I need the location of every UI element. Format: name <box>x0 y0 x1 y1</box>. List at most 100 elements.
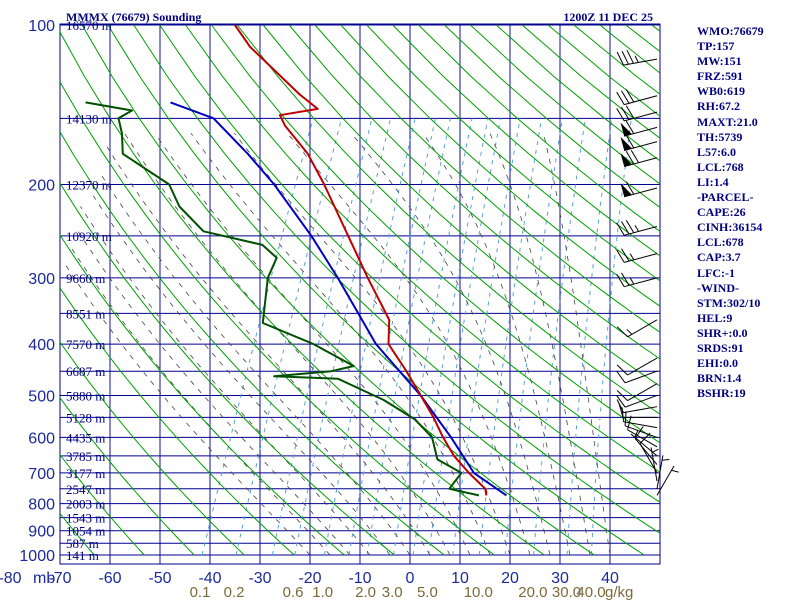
wind-barb-pennant <box>620 136 632 151</box>
pressure-ticks: 100 200 300 400 500 600 700 800 900 1000 <box>19 18 55 565</box>
dry-adiabat-line <box>392 24 660 257</box>
mixing-ratio-line <box>348 118 436 556</box>
wind-barb-flag <box>616 108 625 122</box>
dry-adiabat-line <box>573 24 660 95</box>
stat-item: BSHR:19 <box>697 386 746 401</box>
height-label: 1543 m <box>66 511 105 526</box>
wind-barb <box>616 370 658 384</box>
moist-adiabat-line <box>234 132 511 556</box>
stat-item: CINH:36154 <box>697 220 763 235</box>
wind-barb-flag <box>621 407 624 422</box>
wind-barb <box>616 219 658 236</box>
dry-adiabat-line <box>60 453 145 556</box>
wind-barb-pennant <box>620 122 632 137</box>
dry-adiabat-line <box>262 24 660 387</box>
pressure-tick-label: 800 <box>28 497 55 514</box>
moist-adiabat-line <box>124 132 451 556</box>
stat-item: SRDS:91 <box>697 340 744 355</box>
wind-barb <box>656 455 670 489</box>
wind-barb-staff <box>627 429 658 448</box>
stat-item: L57:6.0 <box>697 144 736 159</box>
moist-adiabat-line <box>489 133 591 556</box>
stat-item: CAP:3.7 <box>697 250 741 265</box>
temperature-ticks: mb -80 -70 -60 -50 -40 -30 -20 -10 0 10 20 30 40 <box>0 570 619 587</box>
wind-barb-staff <box>624 253 658 263</box>
wind-barb-flag <box>616 273 625 287</box>
stat-item: LCL:678 <box>697 235 744 250</box>
height-label: 3785 m <box>66 449 105 464</box>
dry-adiabat-lines <box>60 24 660 556</box>
wind-barb-flag <box>616 370 626 384</box>
stat-item: FRZ:591 <box>697 69 743 84</box>
wind-barb-half-flag <box>634 430 639 438</box>
wind-barb-flag <box>616 222 625 236</box>
sounding-profiles <box>85 24 507 497</box>
mixing-ratio-tick-label: 20.0 <box>518 584 547 600</box>
mixing-ratio-line <box>452 118 521 556</box>
wind-barb-flag <box>621 221 630 235</box>
wind-barb-flag <box>616 390 628 401</box>
height-label: 14130 m <box>66 111 112 126</box>
mixing-ratio-tick-label: 10.0 <box>464 584 493 600</box>
wind-barb <box>616 394 658 408</box>
wind-barb-staff <box>650 447 658 482</box>
mixing-ratio-tick-label: 0.1 <box>190 584 211 600</box>
wind-barb <box>620 135 658 151</box>
wind-barb-flag <box>621 272 630 286</box>
wind-barb-flag <box>616 91 625 105</box>
pressure-tick-label: 400 <box>28 337 55 354</box>
height-label: 6687 m <box>66 364 105 379</box>
temperature-tick-label: 30 <box>551 570 569 587</box>
stat-item: MAXT:21.0 <box>697 114 758 129</box>
chart-datetime: 1200Z 11 DEC 25 <box>563 10 653 24</box>
wind-barb-staff <box>624 226 658 236</box>
mixing-ratio-line <box>271 118 373 556</box>
wind-barb-flag <box>616 395 626 408</box>
dry-adiabat-line <box>60 512 95 556</box>
wind-barb <box>616 105 658 122</box>
pressure-tick-label: 700 <box>28 466 55 483</box>
wind-barb-staff <box>627 319 658 338</box>
pressure-tick-label: 1000 <box>19 548 55 565</box>
temperature-tick-label: 0 <box>406 570 415 587</box>
wind-barb-staff <box>624 95 658 106</box>
temperature-tick-label: 10 <box>451 570 469 587</box>
wind-barb-flag <box>639 432 651 444</box>
temperature-tick-label: -70 <box>48 570 71 587</box>
wind-barb <box>616 357 658 376</box>
mixing-ratio-line <box>428 118 502 556</box>
mixing-ratio-line <box>504 118 563 556</box>
wind-barb-flag <box>625 120 635 134</box>
height-label: 10920 m <box>66 229 112 244</box>
mixing-ratio-tick-label: 1.0 <box>312 584 333 600</box>
wind-barb-flag <box>621 90 630 104</box>
temperature-tick-label: -80 <box>0 570 22 587</box>
wind-barb-pennant <box>620 153 632 167</box>
pressure-tick-label: 100 <box>28 18 55 35</box>
wind-barb-flag <box>624 411 627 426</box>
mixing-ratio-tick-label: 5.0 <box>417 584 438 600</box>
wind-barb-staff <box>624 394 658 408</box>
dry-adiabat-line <box>288 24 660 360</box>
stat-item: -PARCEL- <box>697 190 754 205</box>
wind-barb-flag <box>630 149 640 163</box>
pressure-tick-label: 300 <box>28 271 55 288</box>
wind-barb-staff <box>624 277 658 288</box>
height-label: 16570 m <box>66 18 112 33</box>
mixing-ratio-line <box>590 118 632 556</box>
pressure-axis-label: mb <box>33 570 55 587</box>
height-label: 12370 m <box>66 178 112 193</box>
mixing-ratio-tick-label: 0.2 <box>224 584 245 600</box>
wind-barb-flag <box>625 105 635 119</box>
dry-adiabat-line <box>340 24 660 307</box>
dry-adiabat-line <box>60 31 545 556</box>
dry-adiabat-line <box>159 24 660 503</box>
temperature-tick-label: 40 <box>601 570 619 587</box>
pressure-tick-label: 200 <box>28 178 55 195</box>
height-label: 1054 m <box>66 524 105 539</box>
wind-barb-flag <box>616 249 625 263</box>
stat-item: LCL:768 <box>697 159 744 174</box>
mixing-ratio-tick-label: 0.6 <box>283 584 304 600</box>
height-label: 7570 m <box>66 337 105 352</box>
wind-barb <box>620 181 658 198</box>
